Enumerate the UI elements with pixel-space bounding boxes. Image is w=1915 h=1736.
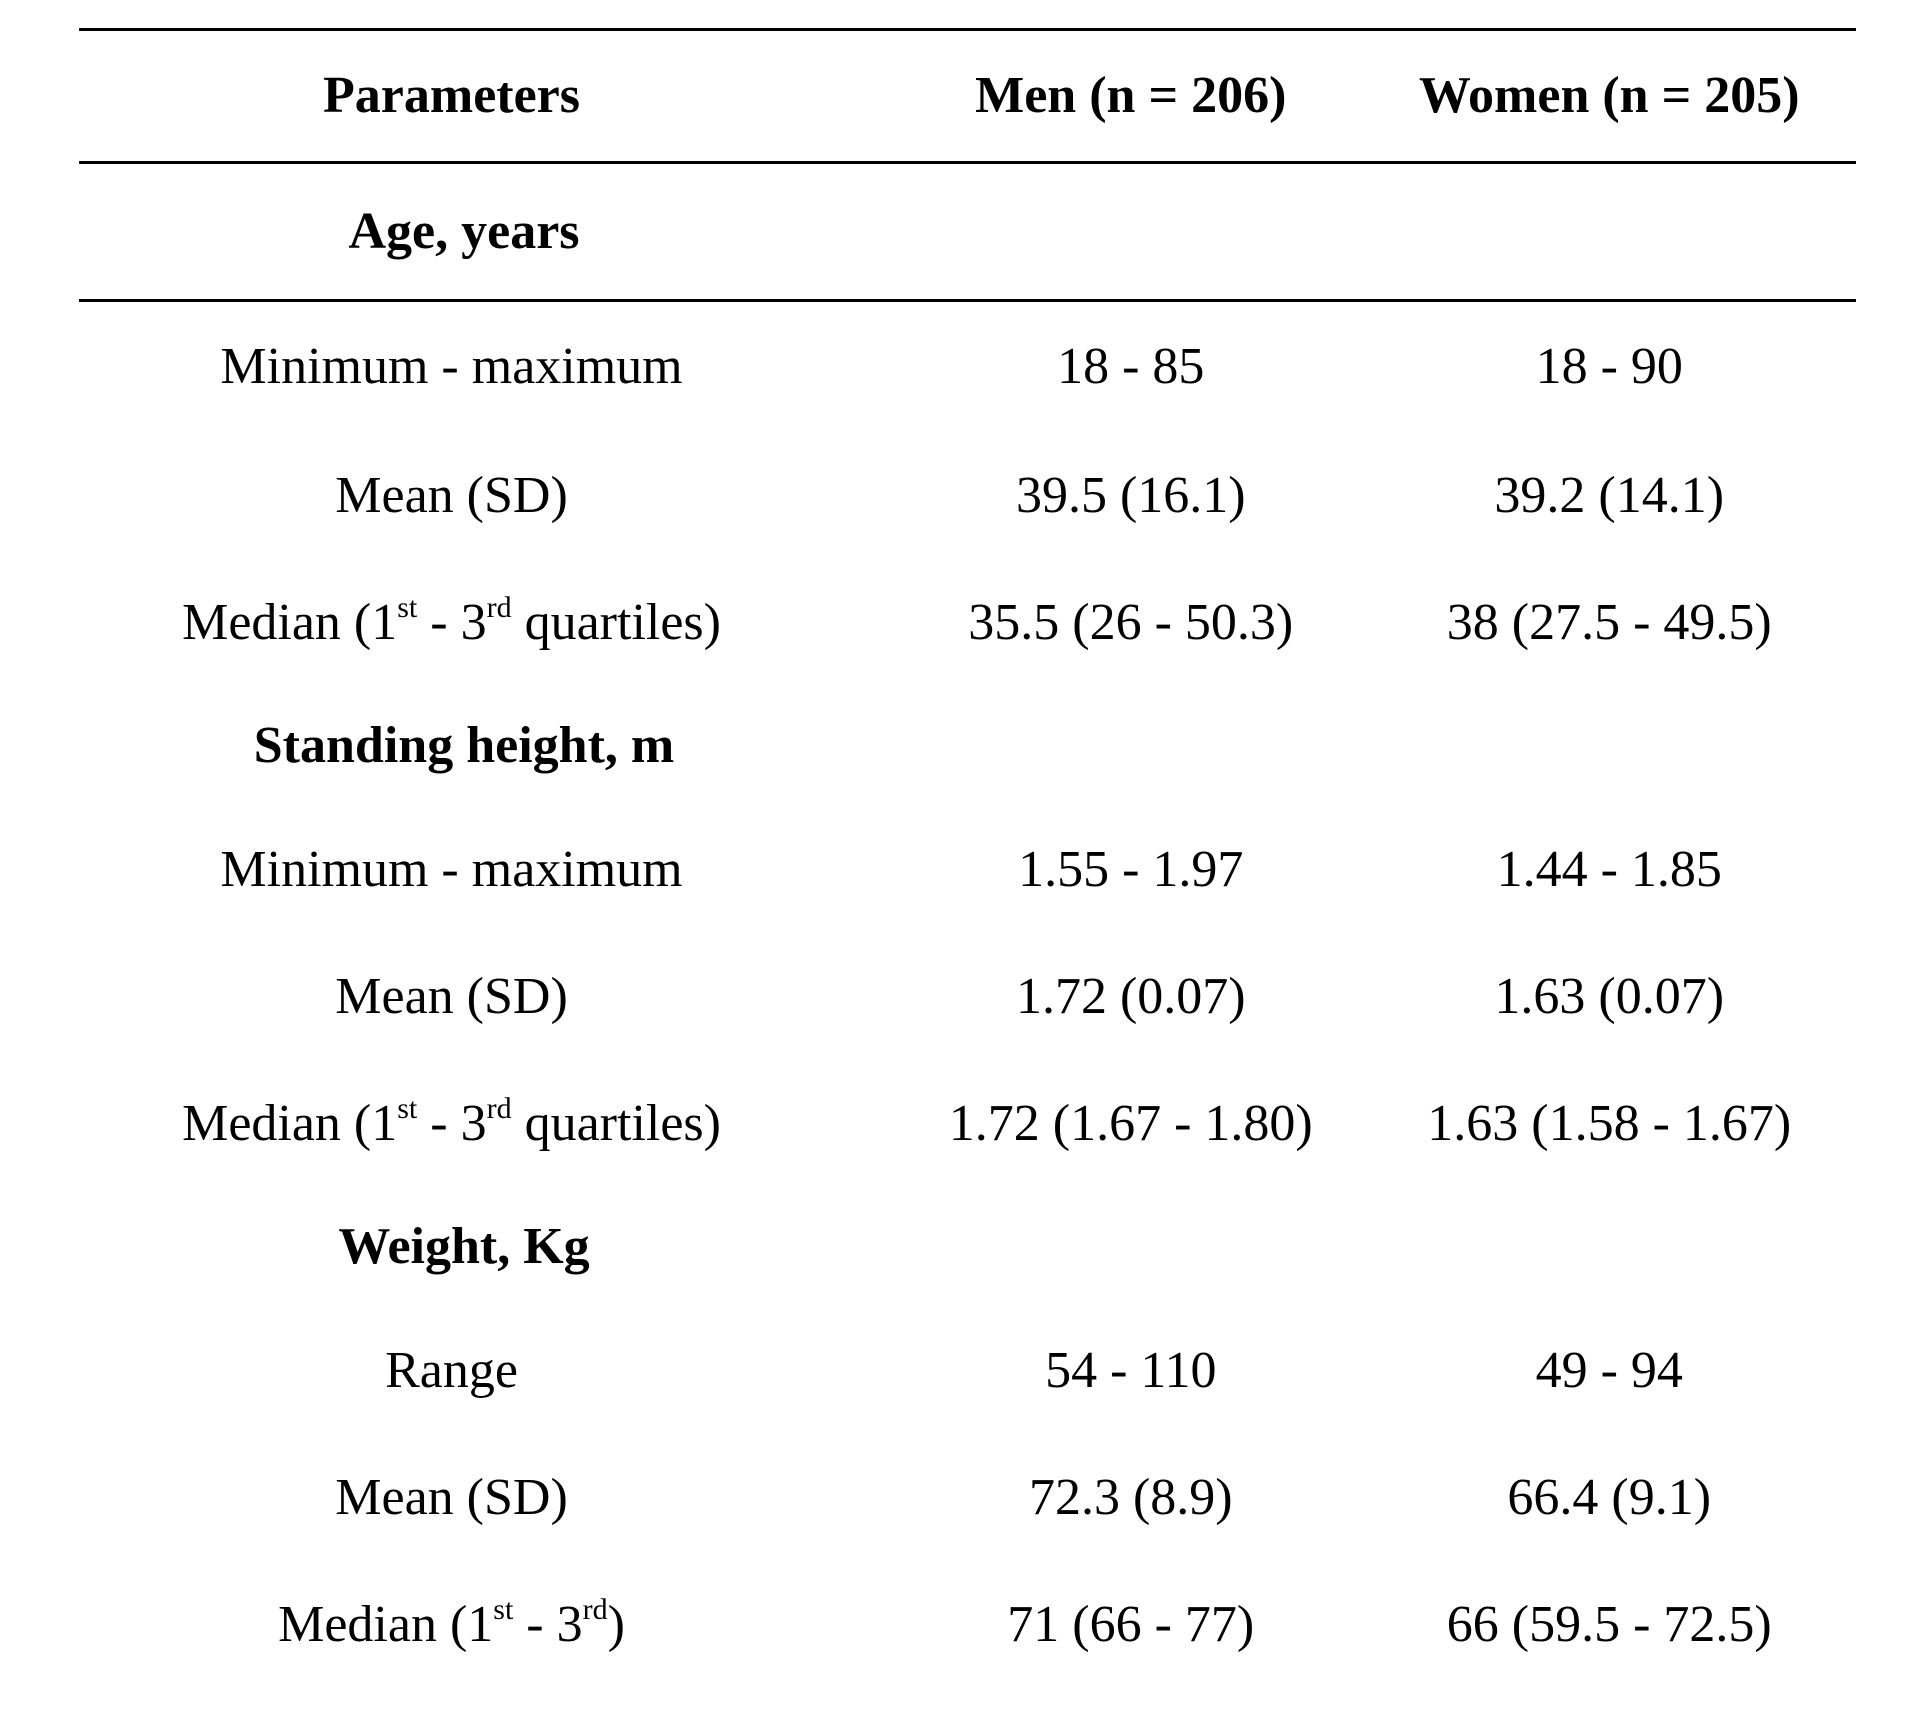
cell-women: 1.63 (0.07) <box>1494 967 1725 1025</box>
group-title-weight: Weight, Kg <box>338 1218 590 1275</box>
row-label: Range <box>385 1341 518 1399</box>
table-row: Mean (SD) 39.5 (16.1) 39.2 (14.1) <box>79 432 1856 559</box>
label-text: Median (1 <box>182 593 398 651</box>
row-label: Minimum - maximum <box>220 840 683 898</box>
label-text: - 3 <box>417 1094 487 1152</box>
table-row: Median (1st - 3rd quartiles) 1.72 (1.67 … <box>79 1060 1856 1187</box>
group-title-height: Standing height, m <box>253 717 675 774</box>
ordinal-superscript: st <box>397 590 418 624</box>
cell-men: 54 - 110 <box>1045 1341 1217 1399</box>
group-rule <box>79 299 1856 302</box>
label-text: - 3 <box>513 1595 583 1653</box>
header-rule <box>79 161 1856 164</box>
cell-women: 1.63 (1.58 - 1.67) <box>1427 1094 1792 1152</box>
cell-men: 1.72 (1.67 - 1.80) <box>948 1094 1313 1152</box>
label-text: quartiles) <box>511 1094 721 1152</box>
cell-men: 72.3 (8.9) <box>1028 1468 1233 1526</box>
label-text: ) <box>607 1595 625 1653</box>
label-text: quartiles) <box>511 593 721 651</box>
label-text: Median (1 <box>278 1595 494 1653</box>
cell-men: 39.5 (16.1) <box>1015 466 1246 524</box>
row-label: Minimum - maximum <box>220 338 683 395</box>
group-title-row: Age, years <box>79 164 1856 299</box>
header-men: Men (n = 206) <box>975 67 1287 124</box>
cell-men: 71 (66 - 77) <box>1007 1595 1255 1653</box>
row-label: Mean (SD) <box>335 466 568 524</box>
group-title-age: Age, years <box>348 202 580 260</box>
row-label: Mean (SD) <box>335 967 568 1025</box>
row-label: Median (1st - 3rd quartiles) <box>79 592 824 651</box>
cell-women: 38 (27.5 - 49.5) <box>1446 593 1772 651</box>
table-row: Minimum - maximum 18 - 85 18 - 90 <box>79 302 1856 432</box>
table-row: Median (1st - 3rd) 71 (66 - 77) 66 (59.5… <box>79 1561 1856 1688</box>
cell-women: 66 (59.5 - 72.5) <box>1446 1595 1772 1653</box>
row-label: Mean (SD) <box>335 1468 568 1526</box>
table-row: Mean (SD) 1.72 (0.07) 1.63 (0.07) <box>79 933 1856 1060</box>
header-women: Women (n = 205) <box>1418 67 1800 124</box>
ordinal-superscript: rd <box>582 1592 608 1626</box>
table-row: Median (1st - 3rd quartiles) 35.5 (26 - … <box>79 559 1856 686</box>
group-title-row: Weight, Kg <box>79 1187 1856 1307</box>
cell-women: 39.2 (14.1) <box>1494 466 1725 524</box>
cell-women: 18 - 90 <box>1535 338 1683 395</box>
group-title-row: Standing height, m <box>79 686 1856 806</box>
cell-women: 1.44 - 1.85 <box>1496 840 1722 898</box>
cell-men: 35.5 (26 - 50.3) <box>968 593 1294 651</box>
top-rule <box>79 28 1856 31</box>
cell-men: 1.72 (0.07) <box>1015 967 1246 1025</box>
ordinal-superscript: st <box>397 1091 418 1125</box>
data-table: Parameters Men (n = 206) Women (n = 205)… <box>79 28 1856 1688</box>
header-parameters: Parameters <box>323 67 580 124</box>
header-row: Parameters Men (n = 206) Women (n = 205) <box>79 31 1856 161</box>
label-text: Median (1 <box>182 1094 398 1152</box>
ordinal-superscript: rd <box>486 1091 512 1125</box>
cell-women: 49 - 94 <box>1535 1341 1683 1399</box>
table-row: Minimum - maximum 1.55 - 1.97 1.44 - 1.8… <box>79 806 1856 933</box>
ordinal-superscript: rd <box>486 590 512 624</box>
cell-men: 1.55 - 1.97 <box>1018 840 1244 898</box>
row-label: Median (1st - 3rd quartiles) <box>79 1093 824 1152</box>
cell-men: 18 - 85 <box>1057 338 1205 395</box>
label-text: - 3 <box>417 593 487 651</box>
ordinal-superscript: st <box>493 1592 514 1626</box>
table-row: Range 54 - 110 49 - 94 <box>79 1307 1856 1434</box>
row-label: Median (1st - 3rd) <box>79 1594 824 1653</box>
table-row: Mean (SD) 72.3 (8.9) 66.4 (9.1) <box>79 1434 1856 1561</box>
cell-women: 66.4 (9.1) <box>1507 1468 1712 1526</box>
